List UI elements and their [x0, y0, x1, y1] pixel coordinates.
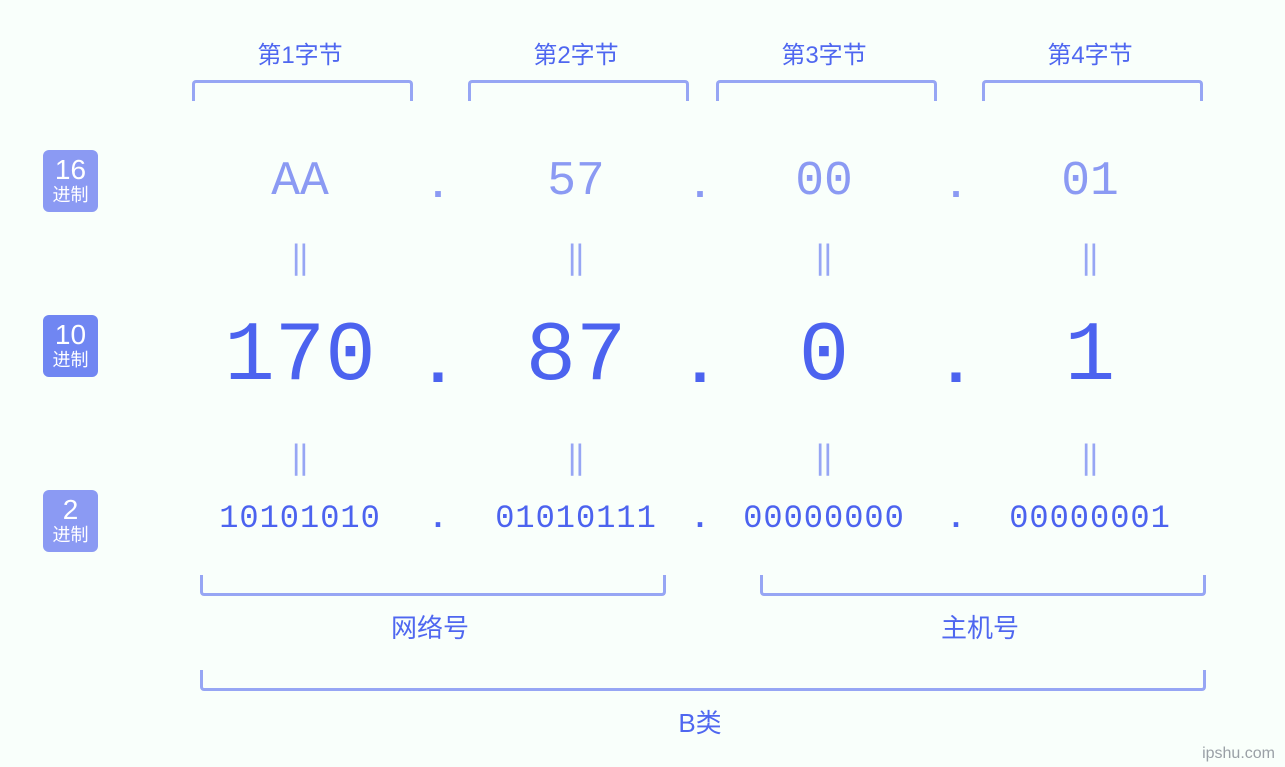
watermark: ipshu.com — [1202, 745, 1275, 763]
eq-1-2: ‖ — [566, 238, 585, 278]
hex-byte-3: 00 — [795, 155, 853, 209]
ip-diagram: 第1字节 第2字节 第3字节 第4字节 16 进制 10 进制 2 进制 AA … — [0, 0, 1285, 767]
byte-header-2: 第2字节 — [533, 35, 618, 70]
eq-2-2: ‖ — [566, 438, 585, 478]
hex-byte-4: 01 — [1061, 155, 1119, 209]
bracket-network — [200, 575, 666, 596]
bin-byte-2: 01010111 — [495, 500, 657, 537]
bracket-host — [760, 575, 1206, 596]
dec-dot-1: . — [419, 330, 457, 402]
hex-dot-1: . — [426, 165, 450, 210]
top-bracket-4 — [982, 80, 1203, 101]
bracket-class — [200, 670, 1206, 691]
hex-dot-2: . — [688, 165, 712, 210]
badge-hex: 16 进制 — [43, 150, 98, 212]
badge-dec-label: 进制 — [43, 351, 98, 369]
eq-1-3: ‖ — [814, 238, 833, 278]
bin-dot-2: . — [690, 500, 709, 537]
top-bracket-2 — [468, 80, 689, 101]
dec-byte-3: 0 — [799, 310, 849, 405]
badge-hex-num: 16 — [43, 156, 98, 184]
badge-dec-num: 10 — [43, 321, 98, 349]
bin-byte-4: 00000001 — [1009, 500, 1171, 537]
dec-byte-1: 170 — [224, 310, 375, 405]
badge-dec: 10 进制 — [43, 315, 98, 377]
badge-hex-label: 进制 — [43, 186, 98, 204]
bin-byte-1: 10101010 — [219, 500, 381, 537]
label-host: 主机号 — [941, 608, 1019, 645]
label-class: B类 — [678, 703, 721, 740]
badge-bin-num: 2 — [43, 496, 98, 524]
eq-1-4: ‖ — [1080, 238, 1099, 278]
hex-byte-1: AA — [271, 155, 329, 209]
hex-dot-3: . — [944, 165, 968, 210]
label-network: 网络号 — [391, 608, 469, 645]
hex-byte-2: 57 — [547, 155, 605, 209]
dec-dot-3: . — [937, 330, 975, 402]
byte-header-3: 第3字节 — [781, 35, 866, 70]
dec-byte-2: 87 — [526, 310, 627, 405]
eq-2-4: ‖ — [1080, 438, 1099, 478]
byte-header-1: 第1字节 — [257, 35, 342, 70]
eq-2-1: ‖ — [290, 438, 309, 478]
badge-bin: 2 进制 — [43, 490, 98, 552]
byte-header-4: 第4字节 — [1047, 35, 1132, 70]
top-bracket-1 — [192, 80, 413, 101]
dec-byte-4: 1 — [1065, 310, 1115, 405]
bin-byte-3: 00000000 — [743, 500, 905, 537]
badge-bin-label: 进制 — [43, 526, 98, 544]
dec-dot-2: . — [681, 330, 719, 402]
eq-1-1: ‖ — [290, 238, 309, 278]
top-bracket-3 — [716, 80, 937, 101]
eq-2-3: ‖ — [814, 438, 833, 478]
bin-dot-3: . — [946, 500, 965, 537]
bin-dot-1: . — [428, 500, 447, 537]
